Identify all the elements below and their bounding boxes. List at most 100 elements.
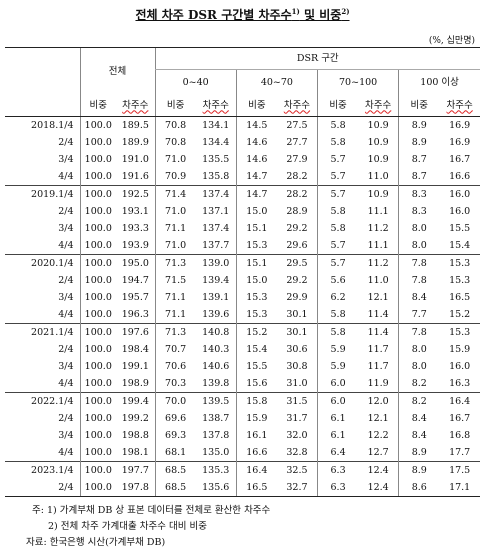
cell: 8.4	[398, 289, 440, 306]
cell: 71.1	[154, 289, 196, 306]
header-cell: 100 이상	[398, 69, 480, 94]
cell: 100.0	[79, 410, 117, 427]
cell: 5.7	[317, 168, 359, 186]
cell	[5, 47, 81, 94]
cell: 68.1	[154, 444, 196, 462]
cell: 70.3	[154, 375, 196, 393]
cell: 16.5	[449, 292, 471, 303]
cell: 6.1	[317, 427, 359, 444]
cell: 189.9	[121, 137, 149, 148]
header-cell: 전체	[79, 47, 156, 94]
cell: 7.8	[398, 323, 440, 341]
cell: 100.0	[79, 358, 117, 375]
cell: 31.0	[286, 378, 308, 389]
cell: 140.3	[202, 344, 230, 355]
cell: 100.0	[79, 151, 117, 168]
cell: 5.8	[317, 306, 359, 324]
cell: 69.3	[154, 427, 196, 444]
cell: 12.7	[367, 447, 389, 458]
footnote-ref: 1)	[291, 7, 300, 16]
cell: 71.0	[154, 151, 196, 168]
header-text: 차주수	[365, 99, 392, 111]
title-text: 전체 차주 DSR 구간별 차주수	[135, 8, 292, 22]
cell: 32.8	[286, 447, 308, 458]
cell: 197.6	[116, 323, 156, 341]
cell: 16.7	[449, 413, 471, 424]
cell: 6.1	[317, 410, 359, 427]
cell: 138.7	[202, 413, 230, 424]
cell: 194.7	[121, 275, 149, 286]
note: 1) 가계부채 DB 상 표본 데이터를 전체로 환산한 차주수	[46, 505, 271, 516]
cell: 15.0	[235, 203, 277, 220]
table-row: 2/4 100.0 189.9 70.8 134.4 14.6 27.7 5.8 10.9 8.9…	[5, 134, 480, 151]
cell: 32.0	[286, 430, 308, 441]
header-cell: 차주수	[195, 94, 237, 117]
cell: 8.3	[398, 203, 440, 220]
cell: 71.0	[154, 203, 196, 220]
cell: 11.4	[358, 323, 399, 341]
cell: 8.4	[398, 427, 440, 444]
cell: 100.0	[79, 272, 117, 289]
cell: 100.0	[79, 427, 117, 444]
cell: 198.8	[121, 430, 149, 441]
header-cell: 0~40	[154, 69, 237, 94]
cell: 16.4	[439, 392, 480, 410]
cell: 15.6	[235, 375, 277, 393]
cell: 29.6	[286, 240, 308, 251]
cell: 14.7	[235, 168, 277, 186]
cell: 2/4	[58, 413, 74, 424]
cell: 11.1	[367, 206, 389, 217]
cell: 16.8	[449, 430, 471, 441]
cell: 3/4	[58, 223, 74, 234]
cell: 139.4	[202, 275, 230, 286]
cell: 198.1	[121, 447, 149, 458]
cell: 135.0	[202, 447, 230, 458]
cell: 189.5	[116, 116, 156, 134]
table-row: 2023.1/4 100.0 197.7 68.5 135.3 16.4 32.5 6.3 12…	[5, 461, 480, 479]
cell: 30.1	[276, 323, 318, 341]
cell: 5.7	[317, 151, 359, 168]
cell: 71.5	[154, 272, 196, 289]
cell: 100.0	[79, 168, 117, 186]
cell: 11.2	[358, 254, 399, 272]
cell: 68.5	[154, 479, 196, 497]
cell: 15.2	[235, 323, 277, 341]
cell: 70.6	[154, 358, 196, 375]
cell: 16.9	[449, 137, 471, 148]
cell: 12.1	[367, 292, 389, 303]
cell: 4/4	[58, 240, 74, 251]
cell: 4/4	[58, 447, 74, 458]
cell: 17.1	[439, 479, 480, 497]
table-row: 2018.1/4 100.0 189.5 70.8 134.1 14.5 27.5 5.8 10…	[5, 116, 480, 134]
cell: 198.9	[121, 378, 149, 389]
cell: 2/4	[58, 137, 74, 148]
cell: 2/4	[58, 275, 74, 286]
cell: 15.1	[235, 254, 277, 272]
unit: (%, 십만명)	[428, 36, 475, 46]
cell: 12.4	[358, 461, 399, 479]
cell: 6.4	[317, 444, 359, 462]
table-row: 2/4 100.0 193.1 71.0 137.1 15.0 28.9 5.8 11.1 8.3…	[5, 203, 480, 220]
header-cell: 70~100	[316, 69, 399, 94]
cell: 16.9	[439, 116, 480, 134]
title: 전체 차주 DSR 구간별 차주수1) 및 비중2)	[0, 6, 485, 23]
cell: 195.0	[116, 254, 156, 272]
cell: 70.7	[154, 341, 196, 358]
cell: 70.0	[154, 392, 196, 410]
cell: 11.4	[367, 309, 389, 320]
cell: 11.2	[367, 223, 389, 234]
header-text: 차주수	[446, 99, 473, 111]
cell: 16.4	[235, 461, 277, 479]
cell: 100.0	[79, 375, 117, 393]
cell: 2022.1/4	[5, 392, 81, 410]
table-row: 2/4 100.0 198.4 70.7 140.3 15.4 30.6 5.9 11.7 8.0…	[5, 341, 480, 358]
cell: 28.2	[286, 171, 308, 182]
cell: 193.9	[121, 240, 149, 251]
cell: 140.6	[202, 361, 230, 372]
footnote-ref: 2)	[341, 7, 350, 16]
cell: 15.5	[449, 223, 471, 234]
header-cell: 비중	[317, 94, 359, 117]
table-row: 4/4 100.0 198.9 70.3 139.8 15.6 31.0 6.0 11.9 8.2…	[5, 375, 480, 393]
cell: 5.8	[317, 134, 359, 151]
cell: 16.3	[449, 378, 471, 389]
